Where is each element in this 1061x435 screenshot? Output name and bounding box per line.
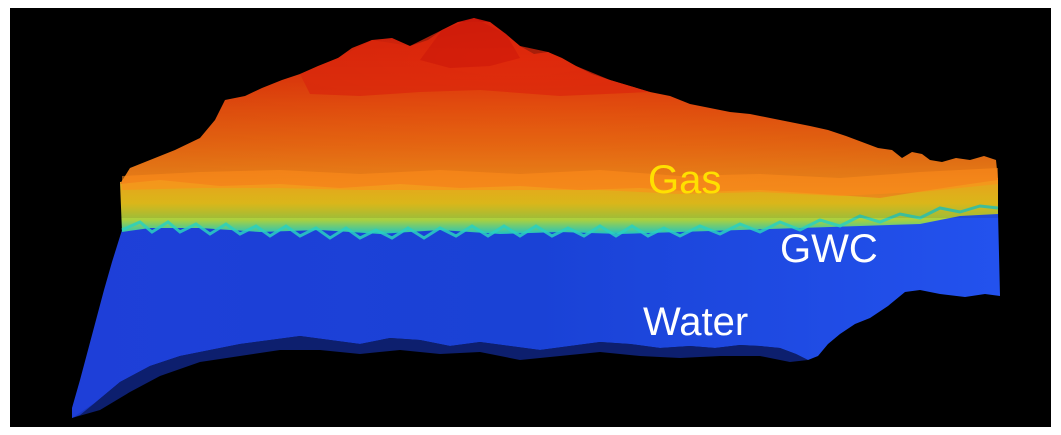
gas-label: Gas [648, 158, 722, 202]
gas-lower-band [122, 168, 998, 196]
water-underside [72, 336, 808, 418]
gwc-contact-edge [121, 204, 999, 240]
water-zone [72, 212, 1000, 418]
gwc-label: GWC [780, 227, 878, 271]
water-label: Water [643, 300, 749, 344]
